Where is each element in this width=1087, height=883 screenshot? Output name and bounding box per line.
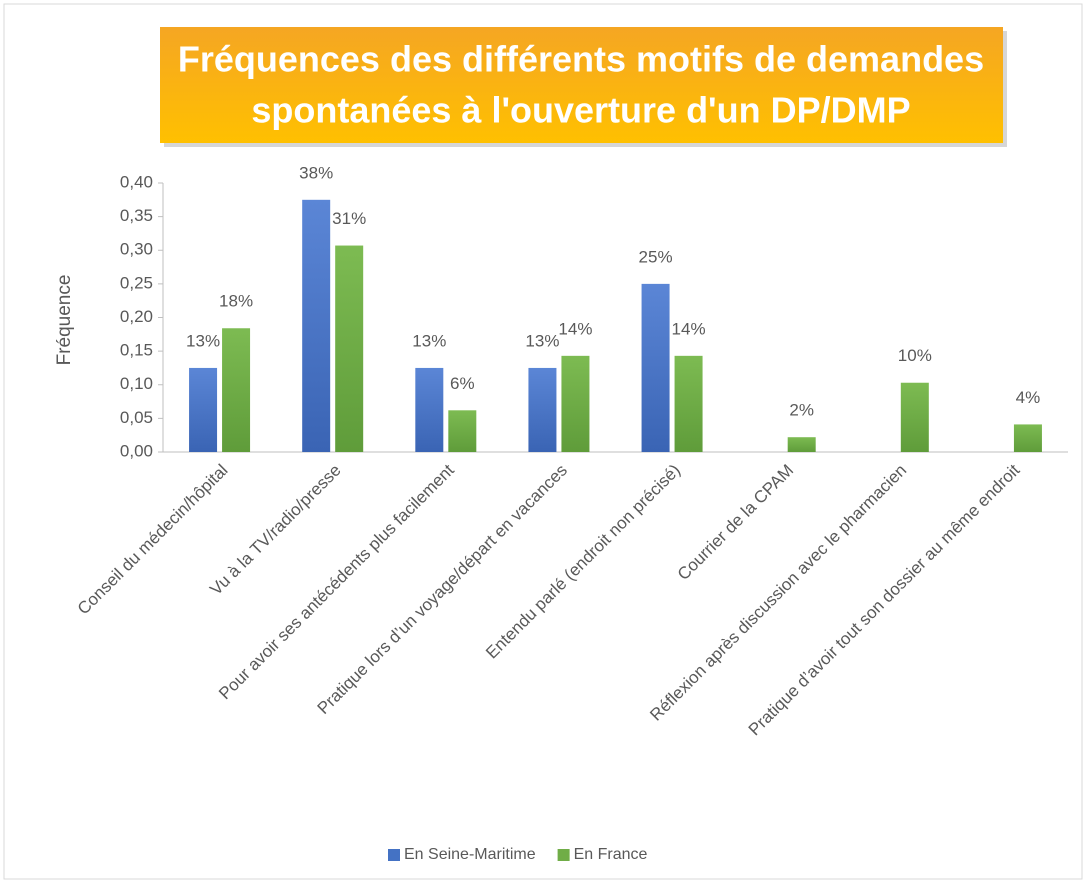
bar [900,382,929,452]
bar [302,199,331,452]
legend-swatch [388,849,400,861]
bar [1013,424,1042,452]
y-tick-label: 0,05 [120,408,153,427]
y-tick-label: 0,25 [120,273,153,292]
data-label: 31% [332,209,366,228]
title-box [160,27,1003,143]
bar [222,328,251,452]
bar [335,245,364,452]
data-label: 10% [898,346,932,365]
bar [528,367,557,452]
y-tick-label: 0,20 [120,307,153,326]
chart-title: spontanées à l'ouverture d'un DP/DMP [251,90,910,131]
y-tick-label: 0,00 [120,441,153,460]
bar [448,410,477,452]
bar [189,367,218,452]
data-label: 13% [412,331,446,350]
y-tick-label: 0,30 [120,240,153,259]
data-label: 14% [558,319,592,338]
data-label: 13% [186,331,220,350]
bar [415,367,444,452]
chart-title: Fréquences des différents motifs de dema… [178,39,984,80]
y-tick-label: 0,35 [120,206,153,225]
legend-label: En France [574,846,648,863]
y-tick-label: 0,10 [120,374,153,393]
data-label: 4% [1016,388,1041,407]
data-label: 6% [450,374,475,393]
data-label: 25% [639,247,673,266]
data-label: 13% [525,331,559,350]
bar [641,283,670,452]
bar [674,355,703,452]
y-axis-label: Fréquence [54,275,75,366]
bar [787,437,816,452]
y-tick-label: 0,15 [120,341,153,360]
data-label: 14% [672,319,706,338]
bar [561,355,590,452]
legend-swatch [557,849,570,861]
data-label: 2% [789,401,814,420]
legend-label: En Seine-Maritime [404,846,536,863]
y-tick-label: 0,40 [120,172,153,191]
data-label: 18% [219,292,253,311]
data-label: 38% [299,163,333,182]
